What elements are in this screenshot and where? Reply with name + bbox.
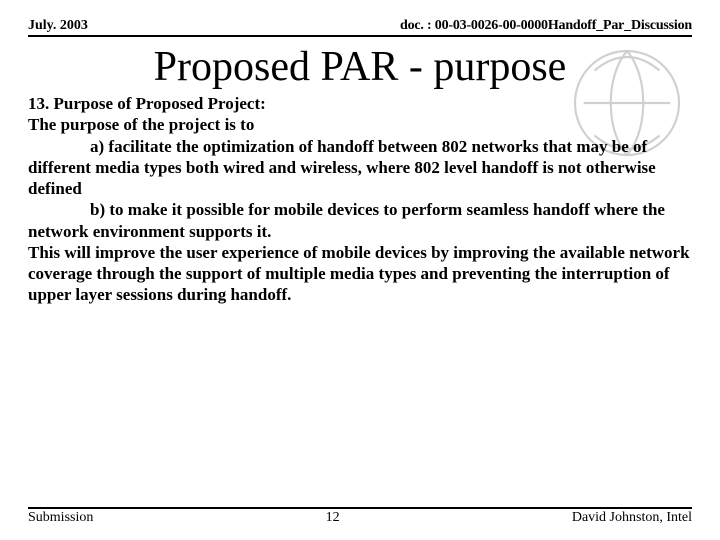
body-heading: 13. Purpose of Proposed Project: [28, 93, 692, 114]
header-bar: July. 2003 doc. : 00-03-0026-00-0000Hand… [28, 18, 692, 37]
body-para2: This will improve the user experience of… [28, 242, 692, 306]
body-item-a: a) facilitate the optimization of handof… [28, 136, 692, 200]
footer-left: Submission [28, 510, 93, 526]
footer-page-number: 12 [326, 510, 340, 526]
footer: Submission 12 David Johnston, Intel [28, 507, 692, 526]
header-date: July. 2003 [28, 18, 88, 34]
body-text: 13. Purpose of Proposed Project: The pur… [28, 93, 692, 306]
page-title: Proposed PAR - purpose [28, 43, 692, 91]
body-item-b: b) to make it possible for mobile device… [28, 199, 692, 242]
body-intro: The purpose of the project is to [28, 114, 692, 135]
header-doc-ref: doc. : 00-03-0026-00-0000Handoff_Par_Dis… [400, 18, 692, 34]
footer-author: David Johnston, Intel [572, 510, 692, 526]
